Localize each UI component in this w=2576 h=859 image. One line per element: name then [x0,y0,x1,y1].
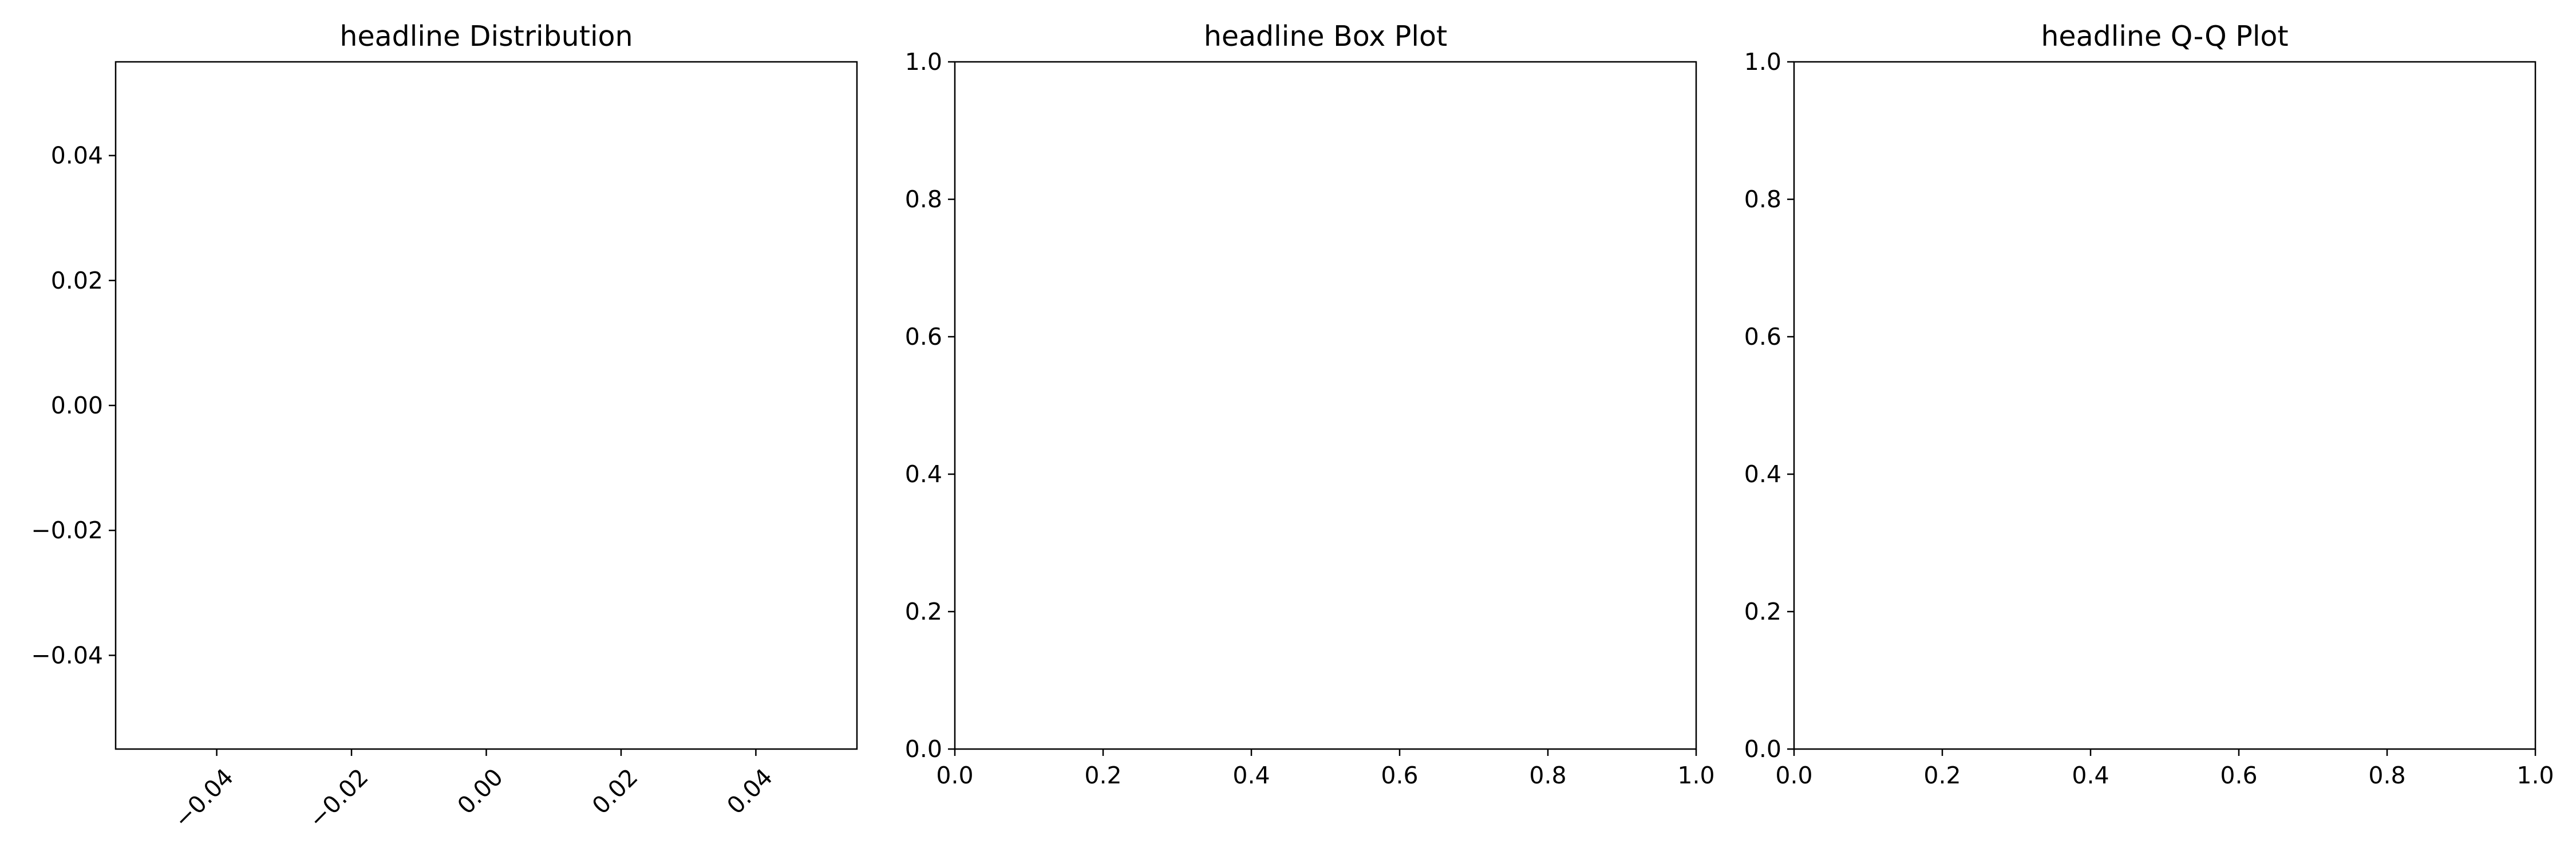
panel-ticks: 0.0 0.2 0.4 0.6 0.8 1.0 0.0 0.2 0.4 0.6 0.8 1.0 [1744,48,2554,789]
panel-title: headline Q-Q Plot [2041,20,2288,53]
x-tick-label: 1.0 [2516,762,2554,789]
x-tick-label: 0.8 [2368,762,2405,789]
x-tick-label: 0.2 [1084,762,1121,789]
y-tick-label: 0.8 [1744,186,1781,213]
y-tick-label: 0.6 [1744,323,1781,350]
x-tick-label: 0.4 [1232,762,1270,789]
y-tick-label: 0.8 [905,186,942,213]
x-tick-label: 0.0 [936,762,973,789]
x-tick-label: 0.6 [1381,762,1418,789]
x-tick-label: 0.2 [1923,762,1961,789]
y-tick-label: −0.02 [31,517,103,544]
y-tick-label: 0.2 [905,598,942,625]
panel-qq-plot: headline Q-Q Plot 0.0 0.2 0.4 0.6 0.8 1.00.00… [1744,20,2554,789]
x-tick-label: 0.6 [2220,762,2257,789]
y-tick-label: 0.00 [51,392,103,419]
x-tick-label: 0.0 [1775,762,1812,789]
plot-frame [114,61,858,750]
y-tick-label: 0.6 [905,323,942,350]
y-tick-label: 0.0 [1744,735,1781,763]
y-tick-label: 1.0 [1744,48,1781,76]
panel-title: headline Distribution [339,20,633,53]
y-tick-label: 1.0 [905,48,942,76]
x-tick-label: 0.8 [1529,762,1566,789]
plot-frame [954,61,1697,750]
y-tick-label: 0.0 [905,735,942,763]
y-tick-label: 0.04 [51,142,103,170]
panel-box-plot: headline Box Plot 0.0 0.2 0.4 0.6 0.8 1.00.00… [905,20,1715,789]
panel-title: headline Box Plot [1204,20,1447,53]
y-tick-label: 0.02 [51,267,103,294]
y-tick-label: 0.2 [1744,598,1781,625]
plot-frame [1793,61,2537,750]
y-tick-label: −0.04 [31,641,103,669]
y-tick-label: 0.4 [1744,460,1781,488]
x-tick-label: 0.4 [2072,762,2109,789]
panel-ticks: 0.0 0.2 0.4 0.6 0.8 1.0 0.0 0.2 0.4 0.6 0.8 1.0 [905,48,1715,789]
y-tick-label: 0.4 [905,460,942,488]
x-tick-label: 1.0 [1677,762,1714,789]
